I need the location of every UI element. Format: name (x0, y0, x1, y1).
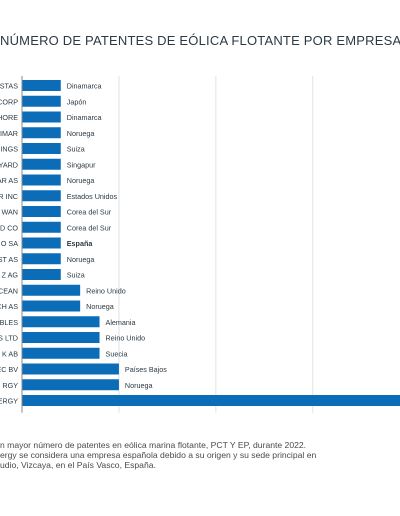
category-label: CH AS (0, 302, 18, 311)
bar-label: Alemania (106, 318, 136, 327)
bar (22, 395, 400, 406)
bar (22, 127, 61, 139)
category-label: R INC (0, 192, 18, 201)
footnote-line: udio, Vizcaya, en el País Vasco, España. (0, 460, 156, 470)
bar-label: Noruega (125, 381, 153, 390)
footnote-line: n mayor número de patentes en eólica mar… (0, 440, 307, 450)
bar (22, 379, 119, 391)
bar-label: España (67, 239, 94, 248)
bar-label: Noruega (67, 129, 95, 138)
category-label: RGY (2, 381, 18, 390)
bar (22, 206, 61, 217)
bar-label: Japón (67, 97, 87, 106)
bar-label: Estados Unidos (67, 192, 118, 201)
bar-label: Singapur (67, 160, 96, 169)
category-label: YARD (0, 160, 18, 169)
bar-label: Noruega (67, 255, 95, 264)
bar-label: Suecia (106, 349, 128, 358)
bar-label: Suiza (67, 145, 85, 154)
category-label: K AB (2, 349, 18, 358)
bar (22, 253, 61, 265)
bar (22, 95, 61, 107)
category-label: Z AG (2, 271, 19, 280)
footnotes: n mayor número de patentes en eólica mar… (0, 440, 400, 470)
bar (22, 80, 61, 91)
bar-label: Noruega (67, 176, 95, 185)
bar (22, 363, 119, 375)
bar-label: Dinamarca (67, 113, 102, 122)
bar-label: Reino Unido (106, 334, 146, 343)
bar-label: Corea del Sur (67, 223, 112, 232)
bar-label: Noruega (86, 302, 114, 311)
bar (22, 143, 61, 154)
category-label: STAS (0, 82, 18, 91)
bar-label: Países Bajos (125, 365, 167, 374)
category-label: ST AS (0, 255, 18, 264)
footnote-line: ergy se considera una empresa española d… (0, 450, 317, 460)
bar-label: Corea del Sur (67, 208, 112, 217)
bar (22, 332, 100, 343)
bar-label: Reino Unido (86, 286, 126, 295)
category-label: RINGS (0, 145, 18, 154)
bar (22, 300, 81, 312)
bar-label: Suiza (67, 271, 85, 280)
category-label: AR AS (0, 176, 18, 185)
category-label: IMAR (0, 129, 18, 138)
bar (22, 221, 61, 233)
bar-chart: STAS Dinamarca CORP Japón HORE Dinamarca IMAR N… (0, 76, 400, 420)
bar (22, 347, 100, 359)
category-label: EC BV (0, 365, 18, 374)
bar (22, 284, 81, 296)
bar (22, 269, 61, 280)
bar (22, 111, 61, 123)
bar (22, 174, 61, 186)
category-label: HORE (0, 113, 18, 122)
category-label: WAN (1, 208, 18, 217)
bar (22, 190, 61, 202)
bar (22, 158, 61, 170)
chart-title: NÚMERO DE PATENTES DE EÓLICA FLOTANTE PO… (0, 33, 400, 48)
bar (22, 316, 100, 328)
bar-label: Dinamarca (67, 82, 102, 91)
category-label: CORP (0, 97, 18, 106)
category-label: D CO (0, 223, 18, 232)
category-label: CEAN (0, 286, 18, 295)
category-label: ERGY (0, 397, 18, 406)
category-label: S LTD (0, 334, 18, 343)
category-label: O SA (1, 239, 18, 248)
bar (22, 237, 61, 249)
category-label: ABLES (0, 318, 18, 327)
